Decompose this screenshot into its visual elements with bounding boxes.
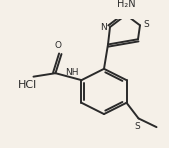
Text: S: S [135,122,140,131]
Text: S: S [143,20,149,29]
Text: NH: NH [65,68,78,77]
Text: O: O [55,41,62,50]
Text: H₂N: H₂N [117,0,135,9]
Text: N: N [100,23,107,32]
Text: HCl: HCl [18,80,37,90]
